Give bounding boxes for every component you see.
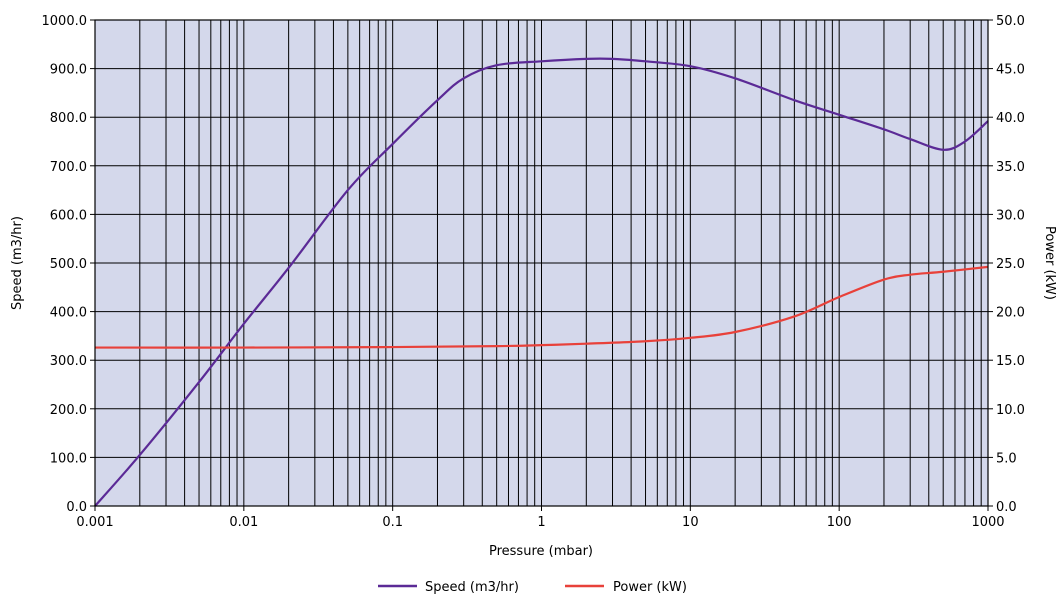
x-axis-title: Pressure (mbar) (489, 544, 593, 559)
y-axis-left-title: Speed (m3/hr) (10, 216, 25, 310)
y-right-tick-label: 50.0 (996, 14, 1025, 29)
y-left-tick-label: 200.0 (50, 403, 87, 418)
y-right-tick-label: 5.0 (996, 451, 1017, 466)
y-left-tick-label: 600.0 (50, 208, 87, 223)
grid (95, 20, 988, 506)
y-left-tick-label: 800.0 (50, 111, 87, 126)
series-line-speed (94, 57, 989, 507)
y-left-tick-label: 700.0 (50, 160, 87, 175)
x-tick-label: 0.1 (382, 515, 403, 530)
y-right-tick-label: 30.0 (996, 208, 1025, 223)
ticks: 0.001 0.01 0.1 1 10 100 10000.0100.0200.0300.0… (42, 14, 1025, 530)
y-left-tick-label: 500.0 (50, 257, 87, 272)
y-right-tick-label: 20.0 (996, 306, 1025, 321)
y-left-tick-label: 400.0 (50, 306, 87, 321)
y-right-tick-label: 15.0 (996, 354, 1025, 369)
series-line-power (94, 265, 989, 349)
x-tick-label: 0.01 (229, 515, 258, 530)
x-tick-label: 0.001 (76, 515, 113, 530)
legend: Speed (m3/hr) Power (kW) (378, 580, 687, 594)
y-right-tick-label: 45.0 (996, 63, 1025, 78)
legend-label-power: Power (kW) (613, 580, 687, 594)
y-right-tick-label: 35.0 (996, 160, 1025, 175)
y-right-tick-label: 10.0 (996, 403, 1025, 418)
y-left-tick-label: 300.0 (50, 354, 87, 369)
x-tick-label: 1000 (971, 515, 1004, 530)
y-left-tick-label: 100.0 (50, 451, 87, 466)
legend-label-speed: Speed (m3/hr) (425, 580, 519, 594)
x-tick-label: 100 (827, 515, 852, 530)
y-left-tick-label: 0.0 (66, 500, 87, 515)
y-axis-right-title: Power (kW) (1042, 226, 1056, 300)
y-left-tick-label: 900.0 (50, 63, 87, 78)
x-tick-label: 10 (682, 515, 699, 530)
y-right-tick-label: 0.0 (996, 500, 1017, 515)
series-layer (94, 57, 989, 507)
y-right-tick-label: 25.0 (996, 257, 1025, 272)
x-tick-label: 1 (537, 515, 545, 530)
y-right-tick-label: 40.0 (996, 111, 1025, 126)
y-left-tick-label: 1000.0 (42, 14, 88, 29)
